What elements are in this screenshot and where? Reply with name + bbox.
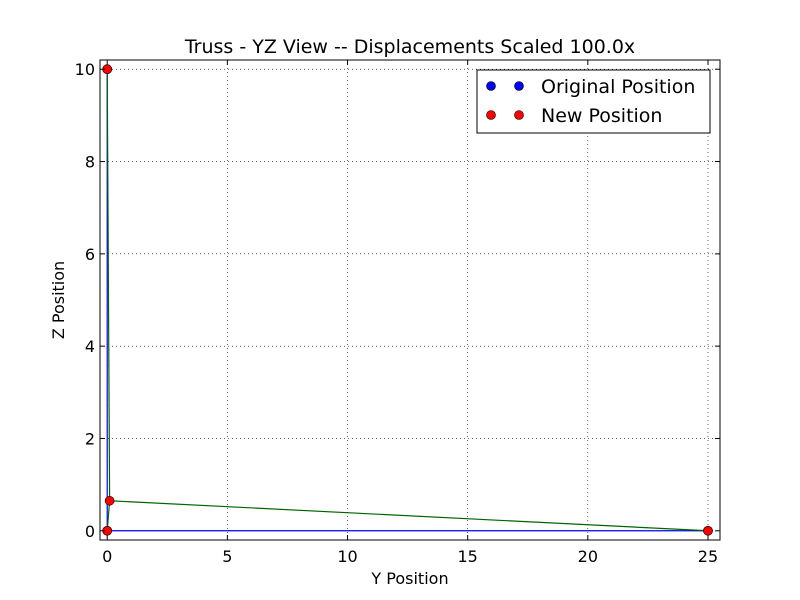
y-tick-label: 0	[85, 522, 95, 541]
node-marker-new	[703, 525, 713, 536]
plot-frame	[99, 59, 721, 541]
legend-label-original: Original Position	[541, 76, 695, 98]
x-tick-label: 25	[698, 547, 718, 566]
x-tick-label: 20	[578, 547, 598, 566]
x-tick-label: 5	[222, 547, 232, 566]
node-marker-new	[104, 495, 115, 506]
x-tick-label: 15	[457, 547, 477, 566]
member-line-new	[106, 500, 111, 531]
y-tick-label: 4	[85, 337, 95, 356]
legend: Original Position New Position	[476, 69, 711, 134]
x-tick-label: 10	[337, 547, 357, 566]
y-tick-label: 10	[75, 60, 95, 79]
y-tick-label: 6	[85, 245, 95, 264]
legend-box	[476, 69, 711, 134]
y-axis-label: Z Position	[49, 261, 68, 339]
y-tick-label: 8	[85, 153, 95, 172]
axis-ticks: 0 5 10 15 20 25 0 2 4 6 8 10	[75, 60, 720, 566]
legend-new-marker-2	[514, 110, 524, 120]
member-line-new	[106, 69, 111, 501]
member-line-new	[109, 500, 709, 532]
legend-new-marker-1	[486, 110, 496, 120]
legend-label-new: New Position	[541, 105, 662, 127]
y-tick-label: 2	[85, 429, 95, 448]
legend-original-marker-2	[514, 81, 524, 91]
chart-title: Truss - YZ View -- Displacements Scaled …	[184, 36, 635, 58]
x-tick-label: 0	[102, 547, 112, 566]
x-axis-label: Y Position	[370, 569, 448, 588]
member-lines	[106, 69, 709, 532]
legend-original-marker-1	[486, 81, 496, 91]
